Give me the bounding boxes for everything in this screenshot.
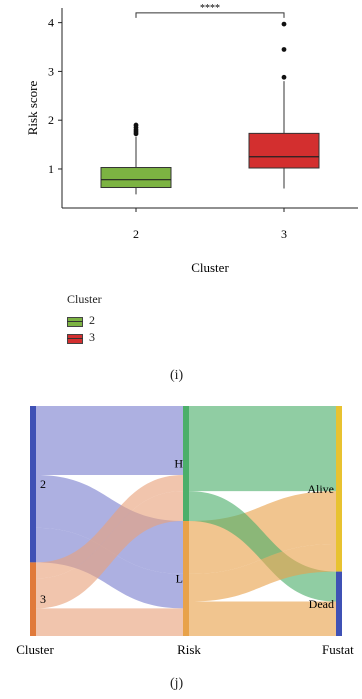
node-bar-alive <box>336 406 342 572</box>
axis-label-risk: Risk <box>177 642 201 657</box>
legend-entry-2: 2 <box>67 312 102 329</box>
node-label-alive: Alive <box>307 482 334 496</box>
flow-risk-fustat <box>189 601 336 636</box>
panel-label-j: (j) <box>170 676 184 691</box>
legend-label-2: 2 <box>89 313 95 327</box>
node-label-l: L <box>176 572 183 586</box>
node-bar-dead <box>336 571 342 636</box>
flow-cluster-risk <box>36 475 183 579</box>
significance-label: **** <box>200 3 220 14</box>
y-axis-title: Risk score <box>25 81 40 136</box>
panel-i: 1 2 3 4 2 3 Risk score Cluster **** Cluster 2 3 … <box>25 3 358 383</box>
legend-label-3: 3 <box>89 330 95 344</box>
y-tick-label: 4 <box>48 16 54 30</box>
outlier-point <box>281 74 287 80</box>
flow-risk-fustat <box>189 475 336 492</box>
axis-label-cluster: Cluster <box>16 642 54 657</box>
flow-cluster-risk <box>36 406 183 475</box>
node-label-dead: Dead <box>309 597 334 611</box>
cluster-legend: Cluster 2 3 <box>67 292 102 346</box>
node-label-2: 2 <box>40 477 46 491</box>
y-tick-label: 3 <box>48 64 54 78</box>
node-label-3: 3 <box>40 592 46 606</box>
significance-bracket <box>135 12 285 18</box>
flow-cluster-risk <box>36 608 183 636</box>
panel-label-i: (i) <box>170 368 184 383</box>
box-2 <box>100 167 172 189</box>
node-bar-h <box>183 406 189 521</box>
flow-cluster-risk <box>36 527 183 609</box>
outlier-point <box>281 21 287 27</box>
flow-risk-fustat <box>189 406 336 475</box>
legend-entry-3: 3 <box>67 329 102 346</box>
outlier-point <box>133 122 139 128</box>
outlier-point <box>281 47 287 52</box>
x-tick-label: 2 <box>133 227 139 241</box>
x-tick-label: 3 <box>281 227 287 241</box>
node-label-h: H <box>174 457 183 471</box>
legend-key-3 <box>67 333 83 344</box>
sankey-diagram: 2 3 H L Alive Dead Cluster Risk Fustat <box>16 406 354 657</box>
box-3 <box>248 132 320 169</box>
node-bar-2 <box>30 406 36 563</box>
legend-title: Cluster <box>67 292 102 306</box>
risk-score-boxplot: 1 2 3 4 2 3 Risk score Cluster **** <box>25 3 358 275</box>
node-bar-l <box>183 521 189 636</box>
y-tick-label: 2 <box>48 113 54 127</box>
node-bar-3 <box>30 562 36 636</box>
axis-label-fustat: Fustat <box>322 642 354 657</box>
legend-key-2 <box>67 316 83 327</box>
flow-cluster-risk <box>36 491 183 609</box>
x-axis-title: Cluster <box>191 260 229 275</box>
panel-j: 2 3 H L Alive Dead Cluster Risk Fustat (j) <box>0 397 362 699</box>
flow-risk-fustat <box>189 544 336 602</box>
y-tick-label: 1 <box>48 162 54 176</box>
